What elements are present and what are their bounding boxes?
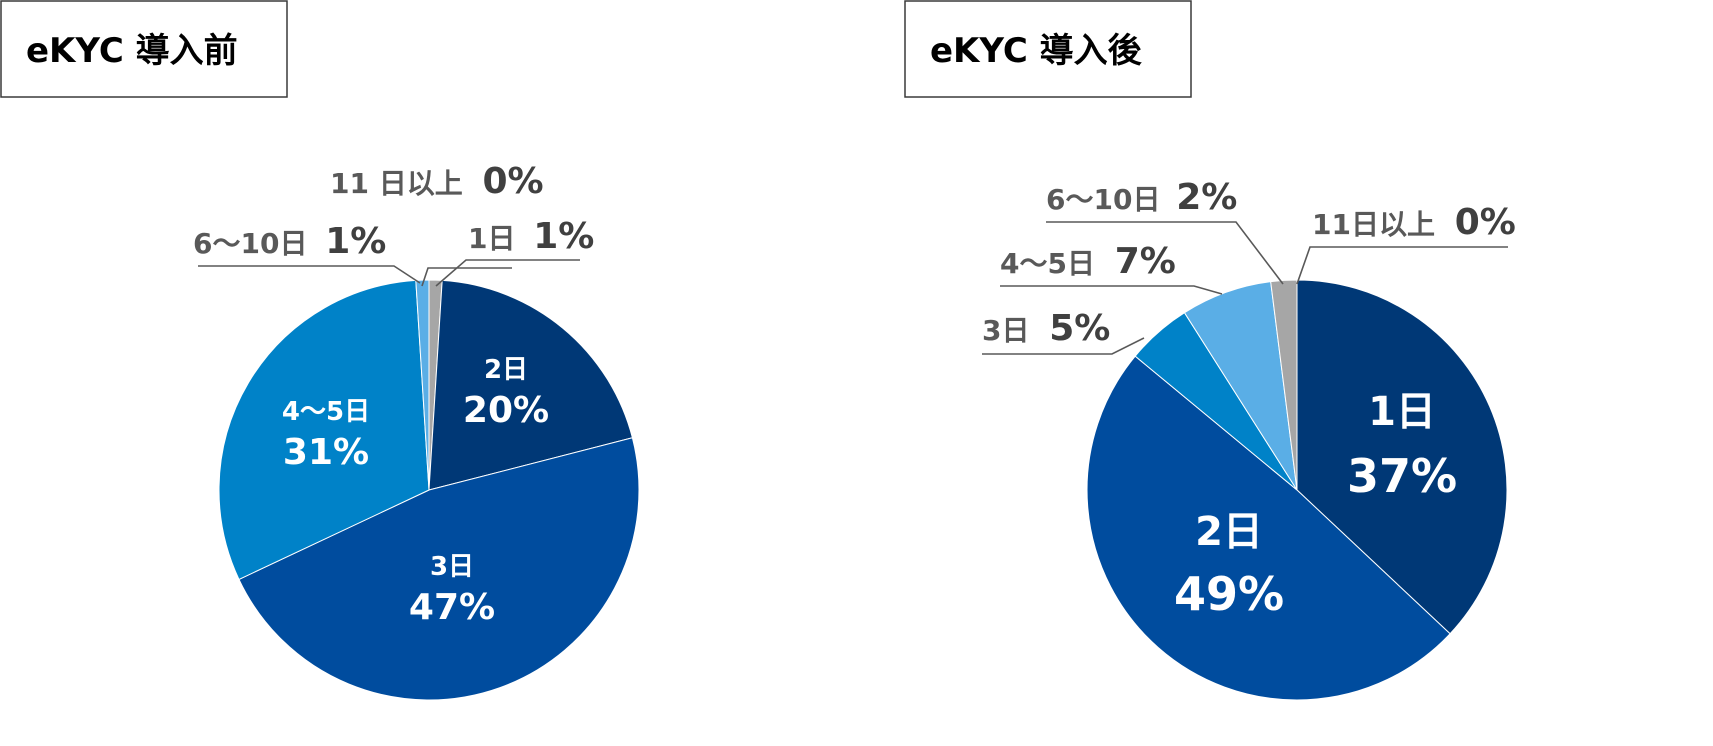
- outside-label-after-11days-value: 0%: [1455, 202, 1516, 243]
- slice-label-after-2days-name: 2日: [1195, 509, 1263, 555]
- pie-slices-after: [1086, 279, 1508, 701]
- outside-label-after-6-10days: 6～10日 2%: [1046, 177, 1237, 218]
- pie-chart-before: eKYC 導入前 2日 20% 3日 47% 4～5日 31% 11 日以上 0…: [0, 0, 640, 701]
- outside-label-after-4-5days: 4～5日 7%: [1000, 241, 1176, 282]
- outside-label-after-3days: 3日 5%: [982, 308, 1110, 349]
- outside-label-after-3days-value: 5%: [1049, 308, 1110, 349]
- slice-label-before-2days-name: 2日: [484, 355, 528, 385]
- slice-label-before-3days-value: 47%: [409, 587, 495, 628]
- slice-label-before-4-5days-value: 31%: [283, 432, 369, 473]
- slice-label-after-1day-name: 1日: [1368, 389, 1436, 435]
- leader-line-after-6-10days: [1046, 221, 1284, 285]
- pie-slice-before-2days: [428, 279, 634, 491]
- slice-label-after-1day-value: 37%: [1347, 449, 1457, 503]
- pie-slice-before-3days: [238, 437, 640, 701]
- outside-label-after-6-10days-name: 6～10日: [1046, 183, 1160, 216]
- chart-title-before: eKYC 導入前: [26, 31, 238, 71]
- pie-slice-after-1day: [1296, 279, 1508, 635]
- pie-slice-after-6-10days: [1270, 279, 1298, 491]
- outside-label-after-11days: 11日以上 0%: [1312, 202, 1516, 243]
- outside-label-after-4-5days-value: 7%: [1115, 241, 1176, 282]
- title-box-after: eKYC 導入後: [904, 0, 1192, 98]
- leader-line-after-11days: [1296, 246, 1508, 285]
- slice-label-before-4-5days-name: 4～5日: [282, 397, 370, 427]
- outside-label-after-3days-name: 3日: [982, 314, 1029, 347]
- outside-label-before-1day: 1日 1%: [468, 216, 594, 257]
- outside-label-before-11days-name: 11 日以上: [330, 167, 463, 200]
- leader-line-before-6-10days: [198, 265, 421, 284]
- outside-label-before-6-10days-name: 6～10日: [193, 227, 307, 260]
- outside-label-before-6-10days: 6～10日 1%: [193, 221, 386, 262]
- slice-label-before-3days-name: 3日: [430, 552, 474, 582]
- leader-line-after-3days: [982, 337, 1145, 355]
- pie-slice-after-2days: [1086, 355, 1451, 701]
- slice-label-after-2days-value: 49%: [1174, 567, 1284, 621]
- slice-label-before-2days-value: 20%: [463, 390, 549, 431]
- leader-line-before-11days: [421, 267, 512, 287]
- outside-label-before-1day-name: 1日: [468, 222, 515, 255]
- title-box-before: eKYC 導入前: [0, 0, 288, 98]
- pie-slice-before-4-5days: [218, 279, 430, 581]
- outside-label-before-6-10days-value: 1%: [325, 221, 386, 262]
- outside-label-after-6-10days-value: 2%: [1176, 177, 1237, 218]
- outside-label-before-11days: 11 日以上 0%: [330, 161, 544, 202]
- leader-line-before-1day: [435, 259, 580, 287]
- outside-label-after-4-5days-name: 4～5日: [1000, 247, 1095, 280]
- leader-line-after-4-5days: [1000, 285, 1223, 295]
- outside-label-before-11days-value: 0%: [482, 161, 543, 202]
- outside-label-after-11days-name: 11日以上: [1312, 208, 1435, 241]
- outside-label-before-1day-value: 1%: [533, 216, 594, 257]
- pie-slices-before: [218, 279, 640, 701]
- pie-chart-after: eKYC 導入後 1日 37% 2日 49% 3日 5% 4～5日 7%: [904, 0, 1516, 701]
- chart-title-after: eKYC 導入後: [930, 31, 1143, 71]
